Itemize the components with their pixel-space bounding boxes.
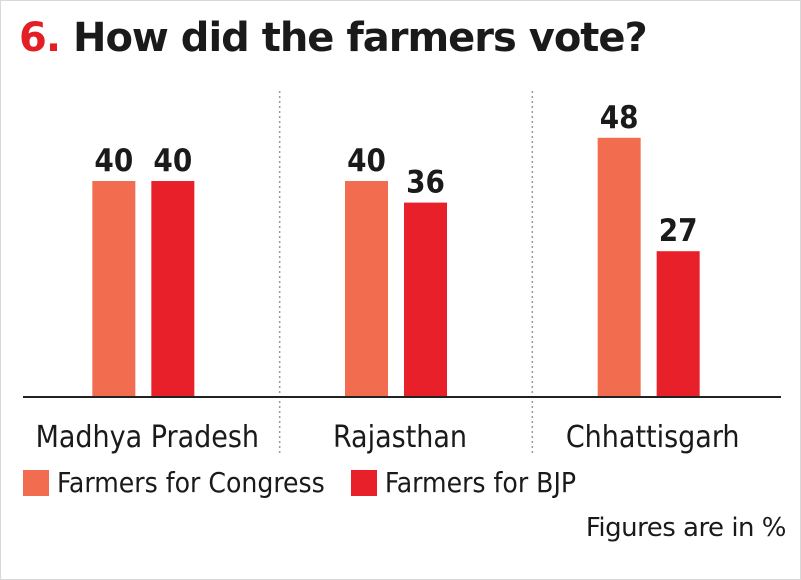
legend-label-congress: Farmers for Congress: [57, 466, 325, 499]
category-label: Madhya Pradesh: [36, 420, 259, 455]
bar-congress: [345, 181, 388, 397]
chart-title: 6. How did the farmers vote?: [19, 15, 648, 61]
bar-value-label: 40: [347, 143, 386, 179]
bar-value-label: 48: [600, 100, 639, 136]
bar-value-label: 27: [659, 213, 698, 249]
legend-swatch-congress: [23, 469, 49, 496]
legend-item-congress: Farmers for Congress: [23, 466, 325, 499]
legend-item-bjp: Farmers for BJP: [350, 466, 577, 499]
bar-value-label: 40: [153, 143, 192, 179]
bar-chart: 40 40 Madhya Pradesh 40 36 Rajasthan 48 27 Chhat…: [23, 91, 781, 455]
bar-bjp: [656, 251, 700, 397]
bar-bjp: [151, 181, 195, 397]
category-label: Chhattisgarh: [566, 420, 740, 455]
legend: Farmers for Congress Farmers for BJP: [23, 466, 602, 499]
category-label: Rajasthan: [333, 420, 467, 455]
bar-value-label: 36: [406, 165, 445, 201]
bar-congress: [597, 137, 641, 398]
title-number: 6.: [19, 15, 61, 61]
title-text: How did the farmers vote?: [72, 15, 648, 61]
footnote: Figures are in %: [585, 513, 787, 543]
legend-swatch-bjp: [350, 469, 377, 496]
legend-label-bjp: Farmers for BJP: [384, 466, 577, 499]
bar-bjp: [404, 202, 447, 397]
bar-congress: [92, 181, 136, 397]
bar-value-label: 40: [94, 143, 133, 179]
